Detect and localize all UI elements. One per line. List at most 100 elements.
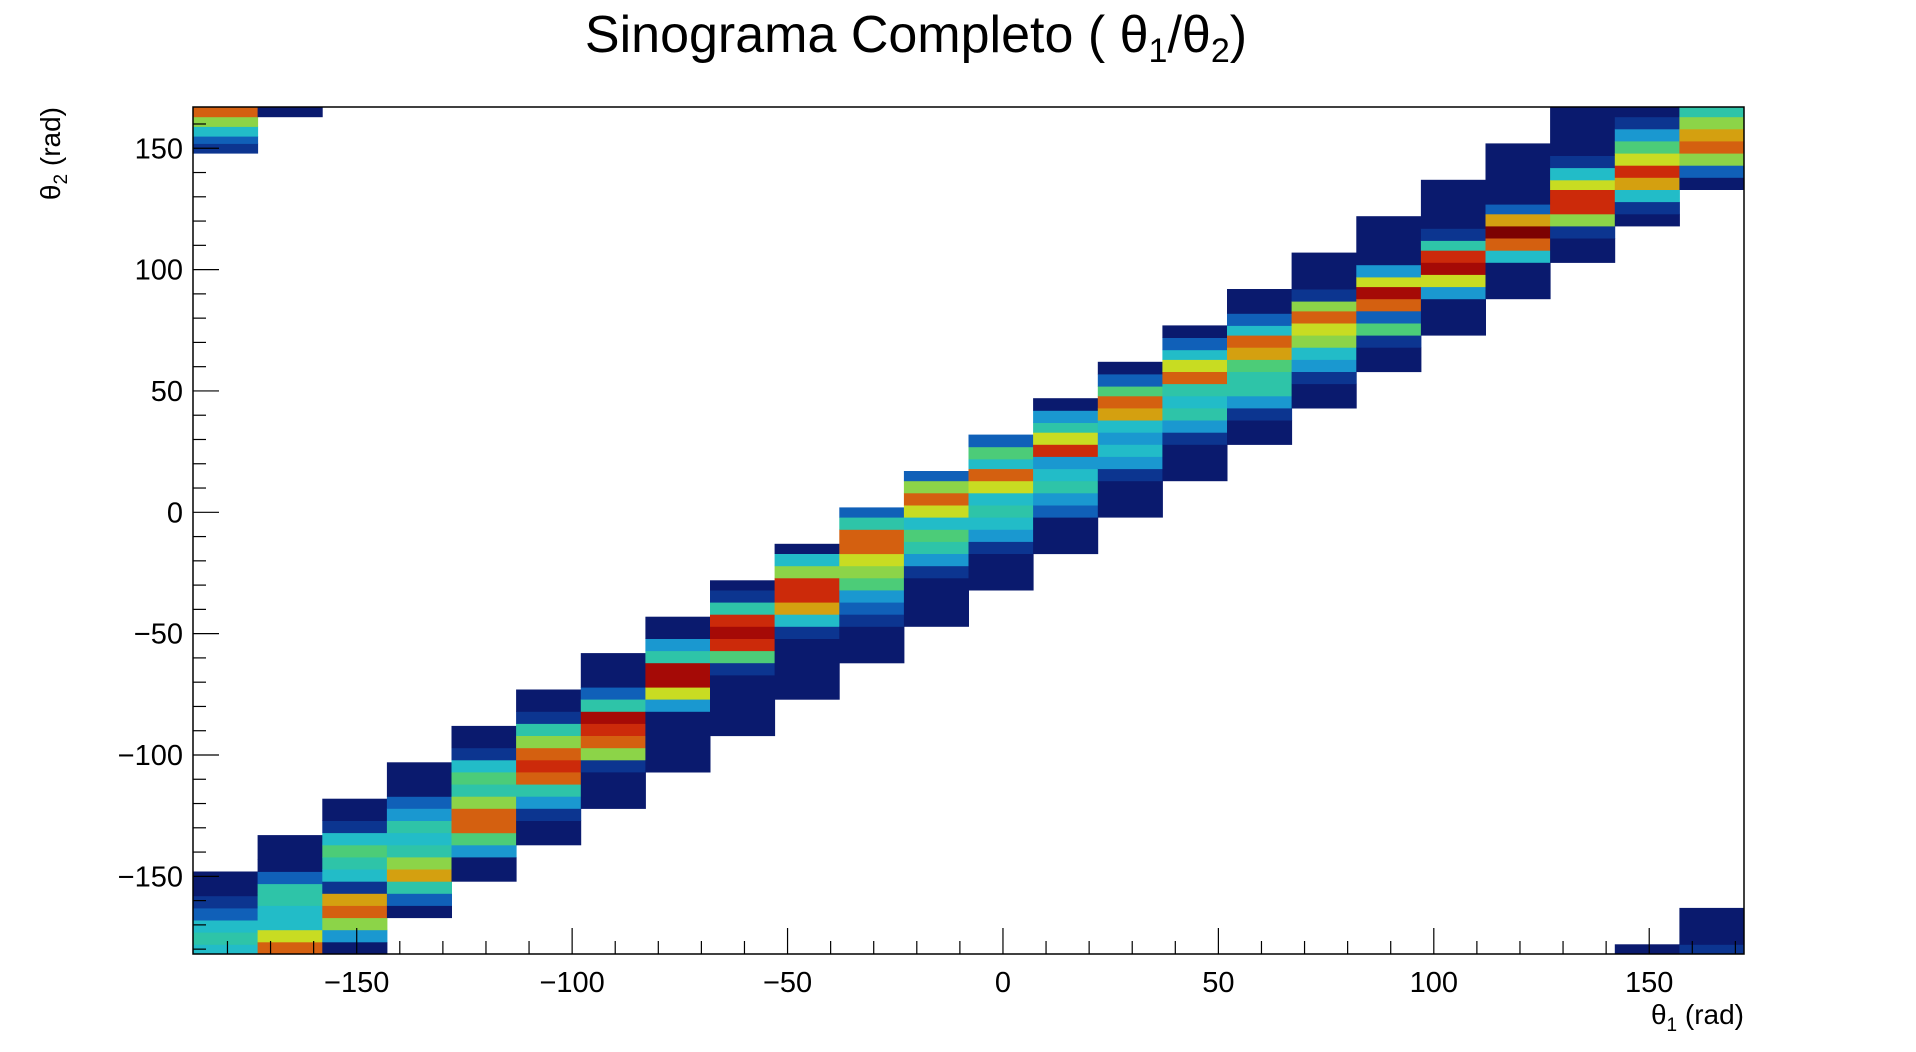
heatmap-cell [516,711,582,724]
x-axis: −150 −100 −50 0 50 100 150 [226,928,1736,999]
heatmap-cell [1097,361,1163,375]
heatmap-cell [516,784,582,797]
heatmap-cell [386,796,452,809]
heatmap-cell [516,759,582,773]
plot-frame [192,106,1745,955]
heatmap-cell [645,662,711,688]
heatmap-cell [1550,155,1616,169]
heatmap-cell [774,553,840,567]
heatmap-cell [451,844,517,858]
heatmap-cell [1356,298,1422,312]
heatmap-cell [968,492,1034,506]
heatmap-cell [386,869,452,882]
heatmap-cell [580,687,646,700]
heatmap-cell [1679,107,1745,118]
heatmap-cell [774,602,840,615]
heatmap-cell [580,772,646,809]
heatmap-cell [1356,264,1422,278]
heatmap-cell [1550,213,1616,227]
heatmap-cell [516,747,582,761]
heatmap-cell [257,893,323,906]
heatmap-cell [1162,444,1228,482]
heatmap-cell [1356,323,1422,336]
heatmap-cell [903,471,969,482]
heatmap-cell [386,832,452,846]
heatmap-cell [1614,177,1680,190]
heatmap-cell [386,905,452,919]
heatmap-cell [903,529,969,542]
heatmap-cell [451,772,517,785]
heatmap-cell [451,759,517,773]
y-tick-label: −50 [134,619,183,651]
heatmap-cell [645,616,711,639]
heatmap-cell [1162,371,1228,385]
heatmap-cell [1097,456,1163,470]
heatmap-cell [1097,386,1163,397]
heatmap-cell [1227,313,1293,326]
heatmap-cell [1291,383,1357,409]
heatmap-cell [386,808,452,821]
heatmap-cell [1420,274,1486,288]
heatmap-cell [1356,310,1422,324]
heatmap-cell [1420,179,1486,229]
heatmap-cell [257,835,323,860]
heatmap-cell [386,844,452,858]
heatmap-cell [1679,141,1745,154]
heatmap-cell [386,856,452,870]
heatmap-cell [968,434,1034,448]
heatmap-cell [1485,225,1551,239]
heatmap-cell [903,553,969,567]
heatmap-cell [322,820,388,834]
heatmap-cell [580,735,646,749]
heatmap-cell [710,662,776,676]
heatmap-cell [1291,359,1357,372]
heatmap-cell [386,762,452,797]
heatmap-cell [645,699,711,712]
heatmap-cell [1614,153,1680,166]
heatmap-cell [1485,238,1551,251]
heatmap-cell [1550,167,1616,181]
heatmap-cell [1550,189,1616,203]
heatmap-cell [1097,480,1163,518]
heatmap-cell [1033,432,1099,445]
heatmap-cell [968,446,1034,460]
heatmap-cell [1420,262,1486,275]
heatmap-cell [193,871,259,885]
heatmap-cell [774,626,840,639]
heatmap-cell [257,883,323,894]
heatmap-cell [322,905,388,919]
heatmap-cell [1356,347,1422,373]
heatmap-cell [1356,276,1422,288]
heatmap-cell [1356,335,1422,348]
heatmap-cell [1097,468,1163,482]
heatmap-cell [1356,286,1422,300]
heatmap-cell [1097,432,1163,445]
heatmap-cell [322,832,388,846]
heatmap-cell [1162,395,1228,409]
heatmap-cell [903,505,969,518]
heatmap-cell [1291,289,1357,302]
heatmap-cell [193,895,259,909]
heatmap-cell [386,820,452,834]
heatmap-cell [257,871,323,885]
heatmap-cell [1679,165,1745,178]
heatmap-cell [839,553,905,567]
heatmap-cell [1162,359,1228,372]
heatmap-cell [516,820,582,846]
heatmap-cell [1033,492,1099,506]
heatmap-cell [774,638,840,700]
heatmap-cell [1227,407,1293,421]
x-axis-label: θ1 (rad) [1651,999,1744,1036]
heatmap-cell [257,941,323,955]
heatmap-cell [1291,347,1357,360]
x-tick-label: −150 [324,967,389,999]
heatmap-cell [1679,177,1745,190]
heatmap-cell [1420,228,1486,241]
heatmap-cell [968,480,1034,494]
heatmap-cell [580,747,646,761]
heatmap-cell [1033,456,1099,470]
heatmap-cell [516,723,582,736]
heatmap-cell [1097,444,1163,457]
x-tick-label: 50 [1202,967,1234,999]
